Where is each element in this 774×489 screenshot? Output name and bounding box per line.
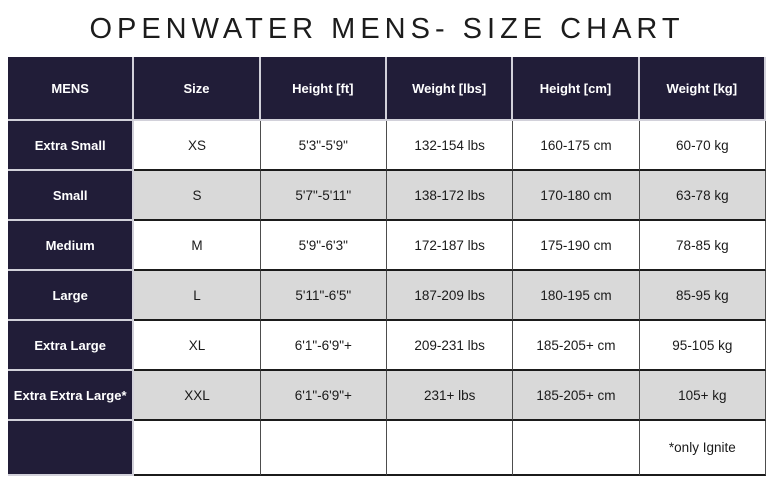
weight-kg-cell: 85-95 kg [639,271,766,321]
size-cell: L [134,271,261,321]
weight-lbs-cell [386,421,514,476]
row-label-cell: Large [8,271,135,321]
header-size: Size [134,57,261,121]
table-row-small: Small S 5'7"-5'11" 138-172 lbs 170-180 c… [8,171,766,221]
weight-kg-cell: 95-105 kg [639,321,766,371]
weight-lbs-cell: 172-187 lbs [386,221,514,271]
table-row-extra-small: Extra Small XS 5'3"-5'9" 132-154 lbs 160… [8,121,766,171]
weight-lbs-cell: 187-209 lbs [386,271,514,321]
header-height-ft: Height [ft] [260,57,387,121]
table-row-extra-extra-large: Extra Extra Large* XXL 6'1"-6'9"+ 231+ l… [8,371,766,421]
size-chart-table: MENS Size Height [ft] Weight [lbs] Heigh… [8,57,766,476]
size-cell: S [134,171,261,221]
table-row-extra-large: Extra Large XL 6'1"-6'9"+ 209-231 lbs 18… [8,321,766,371]
weight-lbs-cell: 132-154 lbs [386,121,514,171]
weight-lbs-cell: 209-231 lbs [386,321,514,371]
table-row-footnote: *only Ignite [8,421,766,476]
weight-lbs-cell: 138-172 lbs [386,171,514,221]
row-label-cell: Extra Large [8,321,135,371]
size-cell: XXL [134,371,261,421]
weight-lbs-cell: 231+ lbs [386,371,514,421]
height-cm-cell: 180-195 cm [513,271,640,321]
height-ft-cell: 5'3"-5'9" [260,121,387,171]
height-ft-cell: 6'1"-6'9"+ [260,321,387,371]
table-row-large: Large L 5'11"-6'5" 187-209 lbs 180-195 c… [8,271,766,321]
size-cell: M [134,221,261,271]
weight-kg-cell: 60-70 kg [639,121,766,171]
weight-kg-cell: 78-85 kg [639,221,766,271]
height-cm-cell: 185-205+ cm [513,321,640,371]
row-label-cell: Extra Extra Large* [8,371,135,421]
header-mens: MENS [8,57,135,121]
height-ft-cell: 6'1"-6'9"+ [260,371,387,421]
height-ft-cell: 5'7"-5'11" [260,171,387,221]
row-label-cell: Small [8,171,135,221]
size-cell: XS [134,121,261,171]
height-cm-cell: 160-175 cm [513,121,640,171]
header-height-cm: Height [cm] [513,57,640,121]
height-cm-cell: 175-190 cm [513,221,640,271]
height-ft-cell [260,421,387,476]
row-label-cell: Medium [8,221,135,271]
size-cell [134,421,261,476]
row-label-cell: Extra Small [8,121,135,171]
height-ft-cell: 5'9"-6'3" [260,221,387,271]
header-weight-kg: Weight [kg] [639,57,766,121]
header-row: MENS Size Height [ft] Weight [lbs] Heigh… [8,57,766,121]
height-cm-cell: 185-205+ cm [513,371,640,421]
height-ft-cell: 5'11"-6'5" [260,271,387,321]
table-row-medium: Medium M 5'9"-6'3" 172-187 lbs 175-190 c… [8,221,766,271]
page-title: OPENWATER MENS- SIZE CHART [89,13,685,45]
size-cell: XL [134,321,261,371]
weight-kg-cell: 63-78 kg [639,171,766,221]
row-label-cell [8,421,135,476]
footnote-cell: *only Ignite [639,421,766,476]
height-cm-cell: 170-180 cm [513,171,640,221]
weight-kg-cell: 105+ kg [639,371,766,421]
header-weight-lbs: Weight [lbs] [386,57,514,121]
height-cm-cell [513,421,640,476]
